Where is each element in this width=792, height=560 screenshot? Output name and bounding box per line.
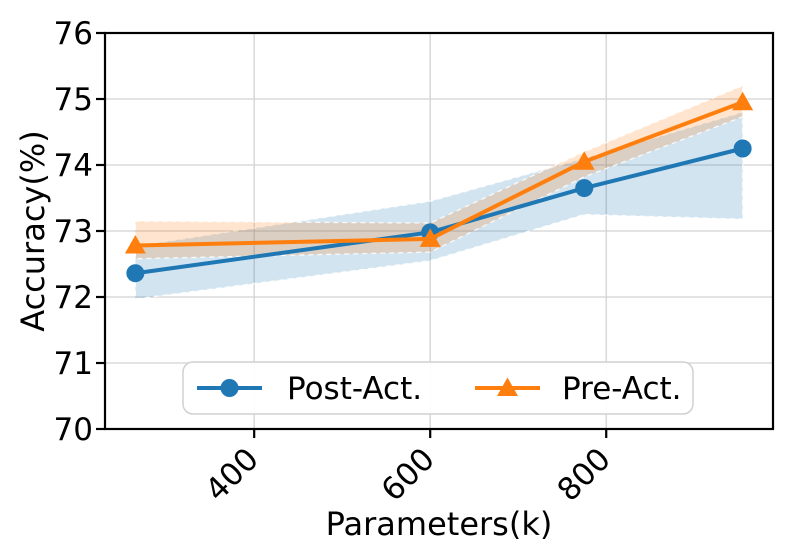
x-tick-label: 800 — [551, 441, 618, 508]
y-tick-label: 71 — [54, 346, 93, 382]
x-tick-label: 600 — [375, 441, 442, 508]
triangle-marker — [573, 151, 595, 170]
confidence-band — [134, 84, 744, 260]
x-axis-label: Parameters(k) — [326, 505, 553, 543]
y-tick-label: 75 — [54, 82, 93, 118]
y-tick-label: 74 — [54, 148, 93, 184]
triangle-marker — [497, 377, 518, 396]
triangle-marker — [124, 235, 146, 254]
legend-box — [182, 361, 694, 415]
series-line-layer — [124, 91, 754, 283]
legend-entry-label: Pre-Act. — [562, 371, 682, 407]
confidence-band-layer — [134, 84, 744, 300]
y-tick-label: 73 — [54, 214, 93, 250]
legend-entry-label: Post-Act. — [287, 371, 422, 407]
series-line — [133, 100, 745, 248]
circle-marker — [220, 379, 239, 397]
y-tick-label: 76 — [54, 16, 93, 52]
circle-marker — [575, 179, 594, 198]
y-tick-label: 70 — [54, 412, 93, 448]
y-tick-label: 72 — [54, 280, 93, 316]
legend: Post-Act. Pre-Act. — [182, 361, 694, 415]
circle-marker — [733, 139, 752, 158]
circle-marker — [126, 264, 145, 283]
y-axis-label: Accuracy(%) — [14, 130, 52, 331]
series-line — [133, 146, 745, 276]
triangle-marker — [419, 228, 441, 247]
triangle-marker — [732, 91, 754, 111]
x-tick-label: 400 — [199, 441, 266, 508]
